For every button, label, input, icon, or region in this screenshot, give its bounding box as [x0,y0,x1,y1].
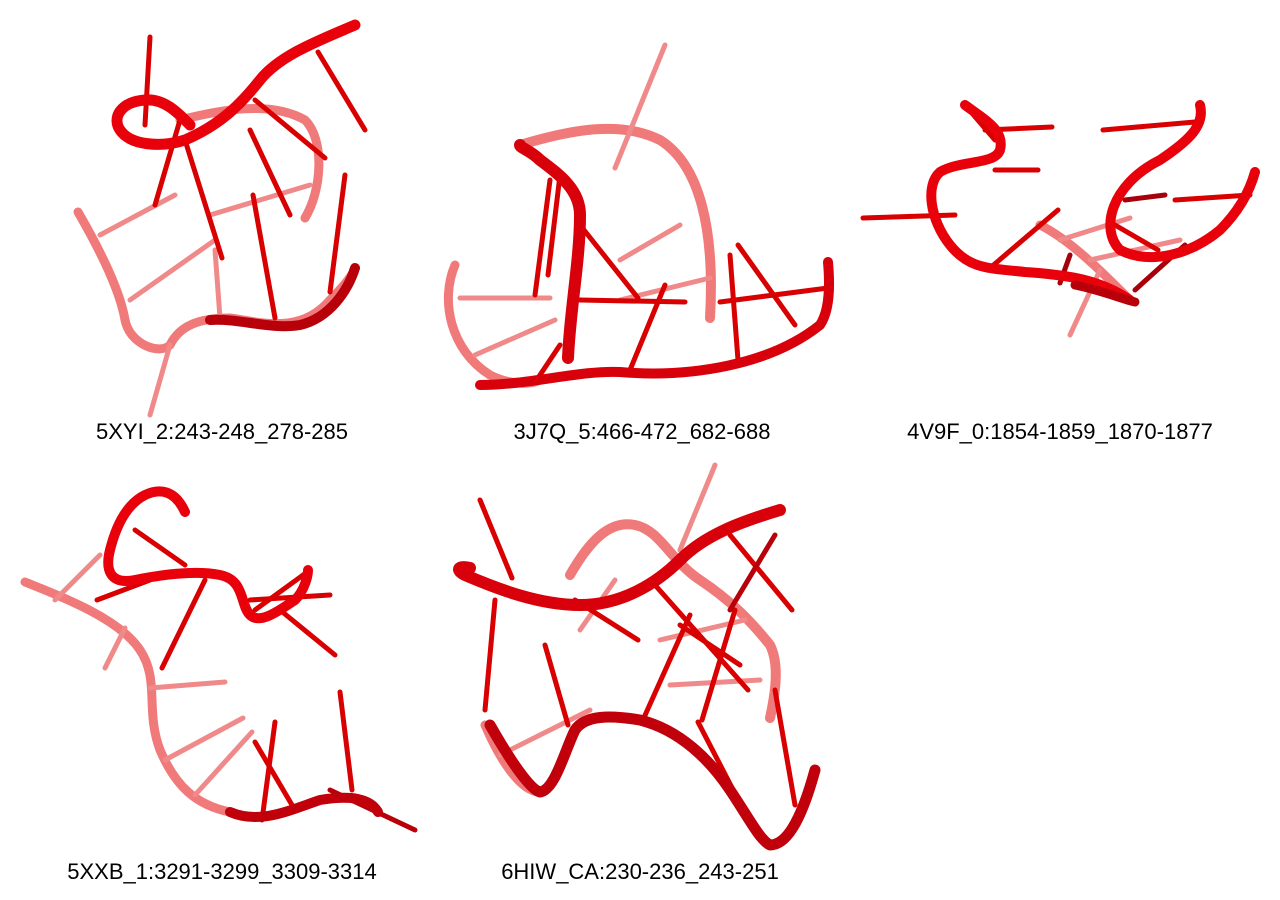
base [152,117,183,208]
base [1122,192,1168,203]
rna-structure-render-4 [20,486,418,833]
backbone-front-right [1105,100,1260,262]
base [247,127,293,218]
base [250,192,278,321]
base [1172,192,1253,203]
base [127,237,218,303]
base [97,192,178,238]
base [252,567,313,613]
structure-panel-1: 5XYI_2:243-248_278-285 [0,0,420,460]
backbone-back [20,577,235,817]
base [1112,222,1161,253]
base [735,242,798,328]
base [52,552,103,603]
base [639,612,693,725]
base [1087,237,1183,263]
base [677,622,743,668]
base [987,207,1061,271]
rna-structure-render-5 [453,462,821,851]
base [315,49,368,133]
base [102,625,128,671]
base [699,607,738,723]
base [162,715,246,763]
backbone-front [103,486,313,624]
rna-structure-render-2 [444,42,835,390]
backbone-front [514,139,586,364]
base [327,172,348,295]
base [497,707,593,758]
base [482,597,498,713]
backbone-front [111,19,361,150]
base [192,729,255,798]
base [772,687,798,808]
base [142,34,153,128]
backbone-front-lower [205,263,360,332]
backbone-front-lower [484,711,821,851]
base [207,182,313,218]
base [860,212,958,221]
base [577,222,641,301]
backbone-back-left [444,260,545,388]
base [252,97,328,161]
rna-structure-render-1 [73,19,368,418]
base [612,42,668,171]
base [717,285,831,305]
base [212,247,223,321]
structure-panel-2: 3J7Q_5:466-472_682-688 [420,0,860,460]
base [337,689,355,793]
base [617,222,683,263]
structure-label-2: 3J7Q_5:466-472_682-688 [513,419,771,444]
structure-panel-3: 4V9F_0:1854-1859_1870-1877 [860,0,1280,460]
structure-label-3: 4V9F_0:1854-1859_1870-1877 [907,419,1213,444]
structure-label-1: 5XYI_2:243-248_278-285 [96,419,348,444]
backbone-front-lower [475,257,835,390]
structure-panel-5: 6HIW_CA:230-236_243-251 [440,460,840,900]
base [182,137,225,261]
base [532,177,553,298]
base [1100,119,1198,133]
base [132,527,188,568]
rna-structure-render-3 [860,100,1260,338]
base [472,317,558,358]
structure-panel-4: 5XXB_1:3291-3299_3309-3314 [0,460,440,900]
backbone-back [73,207,360,354]
base [147,342,173,418]
backbone-back [515,123,716,323]
base [542,642,571,728]
base [545,172,563,278]
base [535,342,563,381]
base [577,297,688,305]
base [677,462,718,553]
base [277,607,338,658]
base [477,497,515,581]
base [159,577,208,671]
backbone-back-upper [175,103,324,223]
structure-label-5: 6HIW_CA:230-236_243-251 [501,859,779,884]
backbone-front-lower [1070,280,1140,307]
base [627,282,668,373]
base [147,679,228,691]
base [252,739,295,808]
backbone-front [926,100,1135,305]
base [727,532,778,613]
structure-label-4: 5XXB_1:3291-3299_3309-3314 [67,859,377,884]
base [1057,215,1133,243]
base [259,719,278,823]
backbone-front [453,504,786,611]
backbone-back [565,519,781,723]
base [727,252,741,363]
base [727,532,795,613]
backbone-front-lower [225,792,383,823]
